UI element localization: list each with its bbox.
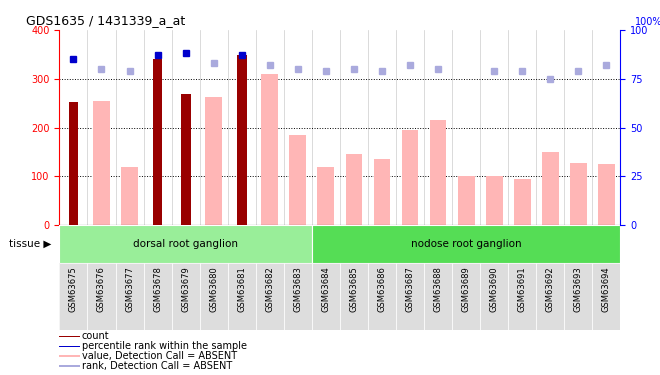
Bar	[452, 262, 480, 330]
Bar	[542, 152, 559, 225]
Text: value, Detection Call = ABSENT: value, Detection Call = ABSENT	[82, 351, 237, 361]
Bar	[59, 356, 81, 357]
Bar	[346, 154, 362, 225]
Bar	[508, 262, 537, 330]
Text: dorsal root ganglion: dorsal root ganglion	[133, 239, 238, 249]
Bar	[564, 262, 593, 330]
Bar	[598, 164, 615, 225]
Text: count: count	[82, 332, 110, 341]
Bar	[368, 262, 396, 330]
Bar	[317, 166, 335, 225]
Bar	[402, 130, 418, 225]
Text: tissue ▶: tissue ▶	[9, 239, 51, 249]
Bar	[458, 176, 475, 225]
Bar	[284, 262, 312, 330]
Bar	[374, 159, 391, 225]
Bar	[69, 102, 79, 225]
Text: 100%: 100%	[634, 17, 660, 27]
Bar	[59, 262, 87, 330]
Text: GSM63676: GSM63676	[97, 266, 106, 312]
Bar	[59, 365, 81, 367]
Bar	[152, 59, 162, 225]
Text: GSM63686: GSM63686	[378, 266, 387, 312]
Bar	[200, 262, 228, 330]
Bar	[290, 135, 306, 225]
Bar	[256, 262, 284, 330]
Text: GSM63690: GSM63690	[490, 266, 499, 312]
Text: GSM63691: GSM63691	[517, 266, 527, 312]
Text: GSM63687: GSM63687	[405, 266, 414, 312]
Bar	[593, 262, 620, 330]
Bar	[514, 179, 531, 225]
Bar	[121, 168, 138, 225]
Bar	[340, 262, 368, 330]
Bar	[537, 262, 564, 330]
Bar	[480, 262, 508, 330]
Bar	[237, 56, 247, 225]
Bar	[144, 262, 172, 330]
Text: percentile rank within the sample: percentile rank within the sample	[82, 341, 247, 351]
Bar	[312, 262, 340, 330]
Bar	[87, 262, 116, 330]
Bar	[59, 336, 81, 338]
Text: GSM63685: GSM63685	[349, 266, 358, 312]
Text: GSM63684: GSM63684	[321, 266, 331, 312]
Text: GSM63694: GSM63694	[602, 266, 611, 312]
Text: GSM63678: GSM63678	[153, 266, 162, 312]
Text: GSM63688: GSM63688	[434, 266, 443, 312]
Text: GSM63689: GSM63689	[461, 266, 471, 312]
Bar	[312, 225, 620, 262]
Text: nodose root ganglion: nodose root ganglion	[411, 239, 521, 249]
Text: GSM63675: GSM63675	[69, 266, 78, 312]
Text: GSM63680: GSM63680	[209, 266, 218, 312]
Text: GSM63677: GSM63677	[125, 266, 134, 312]
Bar	[115, 262, 144, 330]
Text: GSM63679: GSM63679	[181, 266, 190, 312]
Text: GSM63683: GSM63683	[293, 266, 302, 312]
Text: GSM63693: GSM63693	[574, 266, 583, 312]
Bar	[396, 262, 424, 330]
Text: GSM63692: GSM63692	[546, 266, 555, 312]
Text: GSM63682: GSM63682	[265, 266, 275, 312]
Bar	[59, 225, 312, 262]
Bar	[424, 262, 452, 330]
Bar	[261, 74, 279, 225]
Bar	[172, 262, 200, 330]
Bar	[93, 101, 110, 225]
Text: rank, Detection Call = ABSENT: rank, Detection Call = ABSENT	[82, 361, 232, 371]
Bar	[430, 120, 447, 225]
Text: GSM63681: GSM63681	[237, 266, 246, 312]
Bar	[228, 262, 256, 330]
Bar	[59, 345, 81, 347]
Bar	[205, 97, 222, 225]
Bar	[181, 94, 191, 225]
Bar	[486, 176, 503, 225]
Bar	[570, 163, 587, 225]
Text: GDS1635 / 1431339_a_at: GDS1635 / 1431339_a_at	[26, 15, 185, 27]
